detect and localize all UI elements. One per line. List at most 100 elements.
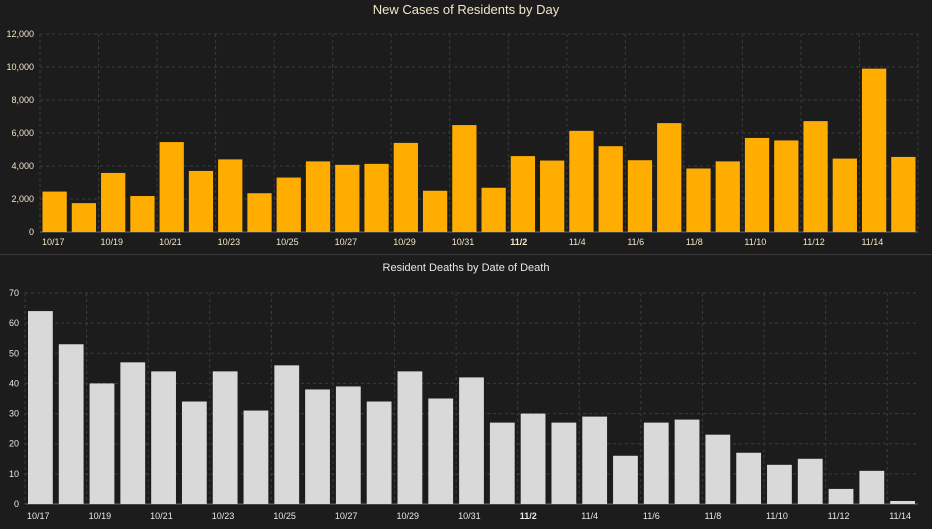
bar-11-15 xyxy=(891,156,916,232)
y-tick-label: 50 xyxy=(9,348,19,358)
x-tick-label: 11/10 xyxy=(744,237,766,247)
x-tick-label: 11/4 xyxy=(569,237,586,247)
bar-10-28 xyxy=(364,163,389,232)
bar-11-7 xyxy=(657,123,682,232)
x-tick-label: 10/31 xyxy=(452,237,475,247)
chart-2: Resident Deaths by Date of Death 0 10 20 30 4… xyxy=(9,262,918,521)
bar-11-1 xyxy=(489,422,515,504)
bar-11-14 xyxy=(861,68,887,233)
bar-10-31 xyxy=(459,377,484,504)
y-tick-label: 12,000 xyxy=(6,29,34,39)
bar-10-29 xyxy=(393,142,418,232)
bar-11-12 xyxy=(828,488,854,504)
bar-10-19 xyxy=(101,172,126,232)
bar-10-23 xyxy=(212,371,238,504)
bar-11-9 xyxy=(736,452,762,504)
bar-11-7 xyxy=(674,419,700,504)
bar-11-4 xyxy=(582,416,608,504)
bar-10-24 xyxy=(243,410,269,504)
chart-divider xyxy=(0,254,932,255)
bar-10-21 xyxy=(159,142,184,232)
bar-10-26 xyxy=(305,161,331,232)
x-tick-label: 10/21 xyxy=(159,237,182,247)
x-tick-label: 10/17 xyxy=(42,237,65,247)
bar-10-20 xyxy=(120,362,146,504)
bar-11-8 xyxy=(686,168,711,232)
y-tick-label: 2,000 xyxy=(11,194,34,204)
y-tick-label: 20 xyxy=(9,439,19,449)
bar-10-27 xyxy=(335,386,361,504)
x-tick-label: 10/29 xyxy=(397,511,420,521)
bar-11-4 xyxy=(569,130,594,232)
x-tick-label: 10/31 xyxy=(458,511,481,521)
bar-11-10 xyxy=(767,464,792,504)
bar-11-3 xyxy=(551,422,577,504)
x-tick-label: 10/27 xyxy=(335,237,358,247)
bar-10-30 xyxy=(422,190,448,232)
y-tick-label: 8,000 xyxy=(11,95,34,105)
bar-11-2 xyxy=(520,413,546,504)
x-tick-label: 10/21 xyxy=(150,511,173,521)
x-tick-label: 10/23 xyxy=(218,237,241,247)
bar-10-30 xyxy=(428,398,454,504)
bar-11-3 xyxy=(540,160,565,232)
y-tick-label: 4,000 xyxy=(11,161,34,171)
bar-10-20 xyxy=(130,196,155,232)
x-tick-label: 11/10 xyxy=(766,511,788,521)
y-tick-label: 30 xyxy=(9,409,19,419)
bar-10-23 xyxy=(218,159,243,232)
bar-11-6 xyxy=(643,422,669,504)
bar-11-5 xyxy=(613,455,638,504)
x-tick-label: 11/12 xyxy=(828,511,850,521)
y-tick-label: 6,000 xyxy=(11,128,34,138)
x-tick-label: 11/2 xyxy=(520,511,537,521)
bar-10-27 xyxy=(335,164,360,232)
bar-10-28 xyxy=(366,401,392,504)
chart-title: New Cases of Residents by Day xyxy=(373,2,560,17)
x-tick-label: 10/19 xyxy=(101,237,124,247)
y-tick-label: 40 xyxy=(9,378,19,388)
x-tick-label: 11/8 xyxy=(686,237,703,247)
bar-10-19 xyxy=(89,383,115,504)
bar-10-17 xyxy=(28,311,53,504)
bar-10-31 xyxy=(452,125,477,232)
bar-10-22 xyxy=(188,170,214,232)
chart-title: Resident Deaths by Date of Death xyxy=(383,262,550,274)
x-tick-label: 11/14 xyxy=(889,511,911,521)
bar-10-18 xyxy=(58,344,84,504)
bar-10-18 xyxy=(71,203,97,232)
bar-11-11 xyxy=(774,140,799,232)
bar-10-24 xyxy=(247,193,272,232)
bar-10-25 xyxy=(276,177,301,232)
x-tick-label: 11/2 xyxy=(510,237,527,247)
x-tick-label: 10/25 xyxy=(273,511,296,521)
bar-11-13 xyxy=(859,470,885,504)
y-tick-label: 70 xyxy=(9,288,19,298)
bar-11-14 xyxy=(890,500,915,504)
bar-11-6 xyxy=(627,160,653,232)
x-tick-label: 11/8 xyxy=(704,511,721,521)
bar-10-21 xyxy=(151,371,176,504)
bar-10-29 xyxy=(397,371,423,504)
x-tick-label: 11/6 xyxy=(627,237,644,247)
y-tick-label: 10,000 xyxy=(6,62,34,72)
x-tick-label: 11/6 xyxy=(643,511,660,521)
y-tick-label: 10 xyxy=(9,469,19,479)
bar-11-12 xyxy=(803,121,828,232)
bar-10-17 xyxy=(42,191,67,232)
x-tick-label: 10/29 xyxy=(393,237,416,247)
x-tick-label: 10/19 xyxy=(89,511,112,521)
x-tick-label: 11/14 xyxy=(861,237,883,247)
bar-11-1 xyxy=(481,187,506,232)
x-tick-label: 10/23 xyxy=(212,511,235,521)
bar-11-13 xyxy=(832,158,857,232)
y-tick-label: 0 xyxy=(14,499,19,509)
bar-11-9 xyxy=(715,161,740,232)
bar-11-10 xyxy=(744,137,770,232)
bar-11-5 xyxy=(598,146,623,232)
bar-10-25 xyxy=(274,365,300,504)
x-tick-label: 10/17 xyxy=(27,511,50,521)
y-tick-label: 0 xyxy=(29,227,34,237)
